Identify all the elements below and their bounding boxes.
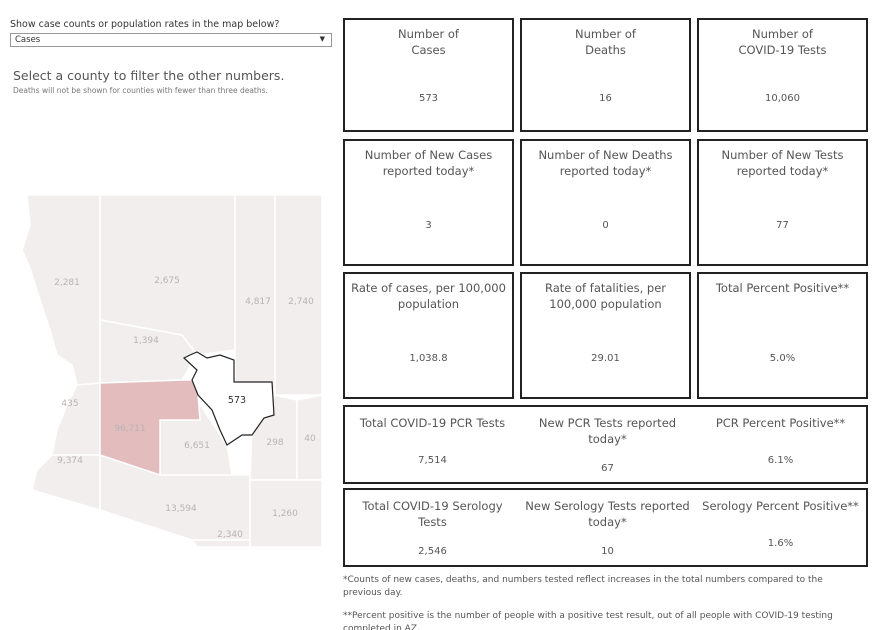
- card-fatality-rate[interactable]: Rate of fatalities, per 100,000 populatio…: [520, 272, 691, 399]
- card-number-of-tests[interactable]: Number of COVID-19 Tests 10,060: [697, 18, 868, 132]
- instruction-title: Select a county to filter the other numb…: [13, 68, 285, 83]
- county-navajo[interactable]: [234, 194, 276, 391]
- card-label: Rate of cases, per 100,000 population: [351, 281, 506, 311]
- pcr-new-label: New PCR Tests reported today*: [538, 416, 677, 446]
- arizona-county-map[interactable]: 2,281 2,675 4,817 2,740 1,394 435 96,711…: [22, 190, 326, 550]
- card-value: 77: [776, 220, 789, 231]
- county-value-pima: 13,594: [165, 504, 197, 514]
- card-label: Number of New Tests reported today*: [721, 148, 844, 178]
- serology-total-value: 2,546: [418, 546, 447, 557]
- card-value: 16: [599, 93, 612, 104]
- pcr-total-label: Total COVID-19 PCR Tests: [359, 416, 506, 430]
- card-value: 573: [418, 93, 439, 104]
- county-value-santa-cruz: 2,340: [217, 530, 243, 540]
- footnote-new-counts: *Counts of new cases, deaths, and number…: [343, 575, 823, 598]
- county-value-greenlee: 40: [304, 434, 316, 444]
- serology-percent-label: Serology Percent Positive**: [702, 499, 859, 513]
- card-new-cases-today[interactable]: Number of New Cases reported today* 3: [343, 139, 514, 266]
- card-value: 1,038.8: [409, 353, 448, 364]
- card-value: 5.0%: [769, 353, 796, 364]
- card-total-percent-positive[interactable]: Total Percent Positive** 5.0%: [697, 272, 868, 399]
- serology-total-segment: Total COVID-19 Serology Tests 2,546: [345, 490, 520, 565]
- county-yavapai[interactable]: [99, 319, 198, 384]
- instruction-note: Deaths will not be shown for counties wi…: [13, 86, 268, 95]
- serology-new-value: 10: [601, 546, 614, 557]
- pcr-total-segment: Total COVID-19 PCR Tests 7,514: [345, 407, 520, 482]
- county-gila-selected[interactable]: [182, 351, 275, 446]
- county-value-cochise: 1,260: [272, 509, 298, 519]
- map-mode-selected-value: Cases: [15, 35, 41, 45]
- card-value: 0: [602, 220, 609, 231]
- county-value-graham: 298: [266, 438, 283, 448]
- county-value-navajo: 4,817: [245, 297, 271, 307]
- card-label: Number of New Cases reported today*: [364, 148, 493, 178]
- footnote-percent-positive: **Percent positive is the number of peop…: [343, 611, 833, 630]
- card-label: Number of COVID-19 Tests: [738, 27, 827, 57]
- pcr-tests-panel[interactable]: Total COVID-19 PCR Tests 7,514 New PCR T…: [343, 405, 868, 484]
- county-value-la-paz: 435: [61, 399, 78, 409]
- county-apache[interactable]: [274, 194, 323, 396]
- serology-new-segment: New Serology Tests reported today* 10: [520, 490, 695, 565]
- card-new-deaths-today[interactable]: Number of New Deaths reported today* 0: [520, 139, 691, 266]
- card-case-rate[interactable]: Rate of cases, per 100,000 population 1,0…: [343, 272, 514, 399]
- county-value-pinal: 6,651: [184, 441, 210, 451]
- county-value-coconino: 2,675: [154, 276, 180, 286]
- pcr-percent-label: PCR Percent Positive**: [715, 416, 846, 430]
- card-label: Number of Cases: [398, 27, 459, 57]
- card-value: 3: [425, 220, 432, 231]
- pcr-percent-value: 6.1%: [767, 455, 794, 466]
- map-mode-select[interactable]: Cases ▼: [10, 33, 332, 47]
- card-label: Number of Deaths: [575, 27, 636, 57]
- map-mode-question: Show case counts or population rates in …: [10, 19, 280, 30]
- county-mohave[interactable]: [22, 194, 101, 386]
- county-maricopa[interactable]: [99, 379, 201, 477]
- pcr-new-value: 67: [601, 463, 614, 474]
- serology-total-label: Total COVID-19 Serology Tests: [362, 499, 503, 529]
- card-value: 10,060: [765, 93, 800, 104]
- county-yuma[interactable]: [31, 454, 101, 512]
- serology-new-label: New Serology Tests reported today*: [525, 499, 690, 529]
- county-value-apache: 2,740: [288, 297, 314, 307]
- card-number-of-deaths[interactable]: Number of Deaths 16: [520, 18, 691, 132]
- pcr-total-value: 7,514: [418, 455, 447, 466]
- county-value-mohave: 2,281: [54, 278, 80, 288]
- chevron-down-icon: ▼: [319, 35, 325, 43]
- county-value-maricopa: 96,711: [114, 424, 146, 434]
- serology-percent-segment: Serology Percent Positive** 1.6%: [695, 490, 866, 565]
- county-cochise[interactable]: [249, 479, 323, 548]
- card-label: Total Percent Positive**: [715, 281, 850, 295]
- county-la-paz[interactable]: [51, 382, 101, 456]
- county-santa-cruz[interactable]: [190, 539, 251, 548]
- county-value-yavapai: 1,394: [133, 336, 159, 346]
- card-value: 29.01: [591, 353, 620, 364]
- serology-percent-value: 1.6%: [767, 538, 794, 549]
- serology-tests-panel[interactable]: Total COVID-19 Serology Tests 2,546 New S…: [343, 488, 868, 567]
- card-label: Rate of fatalities, per 100,000 populatio…: [545, 281, 666, 311]
- card-new-tests-today[interactable]: Number of New Tests reported today* 77: [697, 139, 868, 266]
- county-value-yuma: 9,374: [57, 456, 83, 466]
- pcr-new-segment: New PCR Tests reported today* 67: [520, 407, 695, 482]
- card-number-of-cases[interactable]: Number of Cases 573: [343, 18, 514, 132]
- county-value-gila: 573: [228, 395, 246, 406]
- pcr-percent-segment: PCR Percent Positive** 6.1%: [695, 407, 866, 482]
- card-label: Number of New Deaths reported today*: [538, 148, 673, 178]
